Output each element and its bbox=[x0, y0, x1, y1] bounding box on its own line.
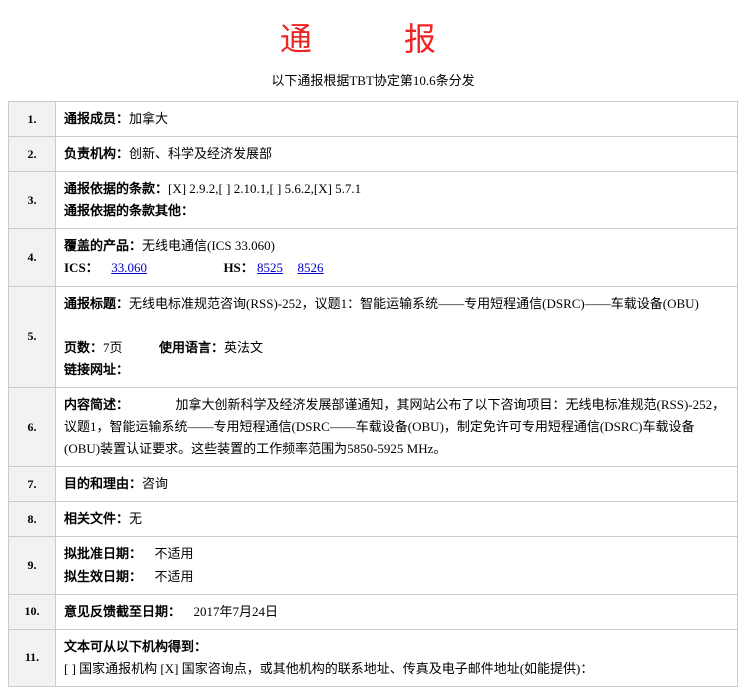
row-num: 11. bbox=[9, 629, 56, 686]
page-title: 通 报 bbox=[8, 14, 738, 60]
field-value: 创新、科学及经济发展部 bbox=[129, 146, 272, 161]
link-label: 链接网址： bbox=[64, 362, 129, 377]
table-row: 9. 拟批准日期： 不适用 拟生效日期： 不适用 bbox=[9, 537, 738, 594]
table-row: 7. 目的和理由：咨询 bbox=[9, 467, 738, 502]
table-row: 3. 通报依据的条款：[X] 2.9.2,[ ] 2.10.1,[ ] 5.6.… bbox=[9, 172, 738, 229]
field-value: [X] 2.9.2,[ ] 2.10.1,[ ] 5.6.2,[X] 5.7.1 bbox=[168, 181, 361, 196]
page-subtitle: 以下通报根据TBT协定第10.6条分发 bbox=[8, 70, 738, 89]
field-value: 不适用 bbox=[155, 546, 194, 561]
table-row: 11. 文本可从以下机构得到： [ ] 国家通报机构 [X] 国家咨询点，或其他… bbox=[9, 629, 738, 686]
row-num: 7. bbox=[9, 467, 56, 502]
field-label: 通报标题： bbox=[64, 296, 129, 311]
pages-value: 7页 bbox=[103, 340, 123, 355]
field-label: 拟生效日期： bbox=[64, 569, 142, 584]
table-row: 6. 内容简述： 加拿大创新科学及经济发展部谨通知，其网站公布了以下咨询项目：无… bbox=[9, 387, 738, 466]
field-value: 2017年7月24日 bbox=[194, 604, 279, 619]
field-value: 无线电标准规范咨询(RSS)-252，议题1：智能运输系统——专用短程通信(DS… bbox=[129, 296, 699, 311]
field-value: 加拿大创新科学及经济发展部谨通知，其网站公布了以下咨询项目：无线电标准规范(RS… bbox=[64, 397, 725, 456]
field-label: 意见反馈截至日期： bbox=[64, 604, 181, 619]
field-label: 通报成员： bbox=[64, 111, 129, 126]
field-label: 通报依据的条款其他： bbox=[64, 203, 194, 218]
field-label: 通报依据的条款： bbox=[64, 181, 168, 196]
table-row: 5. 通报标题：无线电标准规范咨询(RSS)-252，议题1：智能运输系统——专… bbox=[9, 286, 738, 387]
field-label: 内容简述： bbox=[64, 397, 129, 412]
ics-link[interactable]: 33.060 bbox=[111, 260, 147, 275]
field-label: 相关文件： bbox=[64, 511, 129, 526]
field-label: 目的和理由： bbox=[64, 476, 142, 491]
row-num: 9. bbox=[9, 537, 56, 594]
row-num: 10. bbox=[9, 594, 56, 629]
field-value: [ ] 国家通报机构 [X] 国家咨询点，或其他机构的联系地址、传真及电子邮件地… bbox=[64, 661, 593, 676]
hs-label: HS： bbox=[223, 260, 253, 275]
table-row: 10. 意见反馈截至日期： 2017年7月24日 bbox=[9, 594, 738, 629]
hs-link[interactable]: 8525 bbox=[257, 260, 283, 275]
notice-table: 1. 通报成员：加拿大 2. 负责机构：创新、科学及经济发展部 3. 通报依据的… bbox=[8, 101, 738, 687]
lang-label: 使用语言： bbox=[159, 340, 224, 355]
row-num: 5. bbox=[9, 286, 56, 387]
hs-link[interactable]: 8526 bbox=[298, 260, 324, 275]
field-value: 不适用 bbox=[155, 569, 194, 584]
row-num: 4. bbox=[9, 229, 56, 286]
field-label: 覆盖的产品： bbox=[64, 238, 142, 253]
field-label: 文本可从以下机构得到： bbox=[64, 639, 207, 654]
table-row: 8. 相关文件：无 bbox=[9, 502, 738, 537]
field-value: 无 bbox=[129, 511, 142, 526]
row-num: 1. bbox=[9, 102, 56, 137]
field-label: 负责机构： bbox=[64, 146, 129, 161]
field-value: 无线电通信(ICS 33.060) bbox=[142, 238, 275, 253]
table-row: 1. 通报成员：加拿大 bbox=[9, 102, 738, 137]
field-label: 拟批准日期： bbox=[64, 546, 142, 561]
field-value: 加拿大 bbox=[129, 111, 168, 126]
lang-value: 英法文 bbox=[224, 340, 263, 355]
pages-label: 页数： bbox=[64, 340, 103, 355]
row-num: 8. bbox=[9, 502, 56, 537]
row-num: 3. bbox=[9, 172, 56, 229]
ics-label: ICS： bbox=[64, 260, 99, 275]
row-num: 6. bbox=[9, 387, 56, 466]
table-row: 4. 覆盖的产品：无线电通信(ICS 33.060) ICS： 33.060 H… bbox=[9, 229, 738, 286]
row-num: 2. bbox=[9, 137, 56, 172]
table-row: 2. 负责机构：创新、科学及经济发展部 bbox=[9, 137, 738, 172]
field-value: 咨询 bbox=[142, 476, 168, 491]
